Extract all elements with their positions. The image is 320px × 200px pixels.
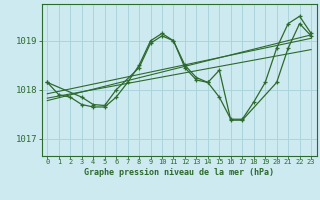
X-axis label: Graphe pression niveau de la mer (hPa): Graphe pression niveau de la mer (hPa) [84, 168, 274, 177]
